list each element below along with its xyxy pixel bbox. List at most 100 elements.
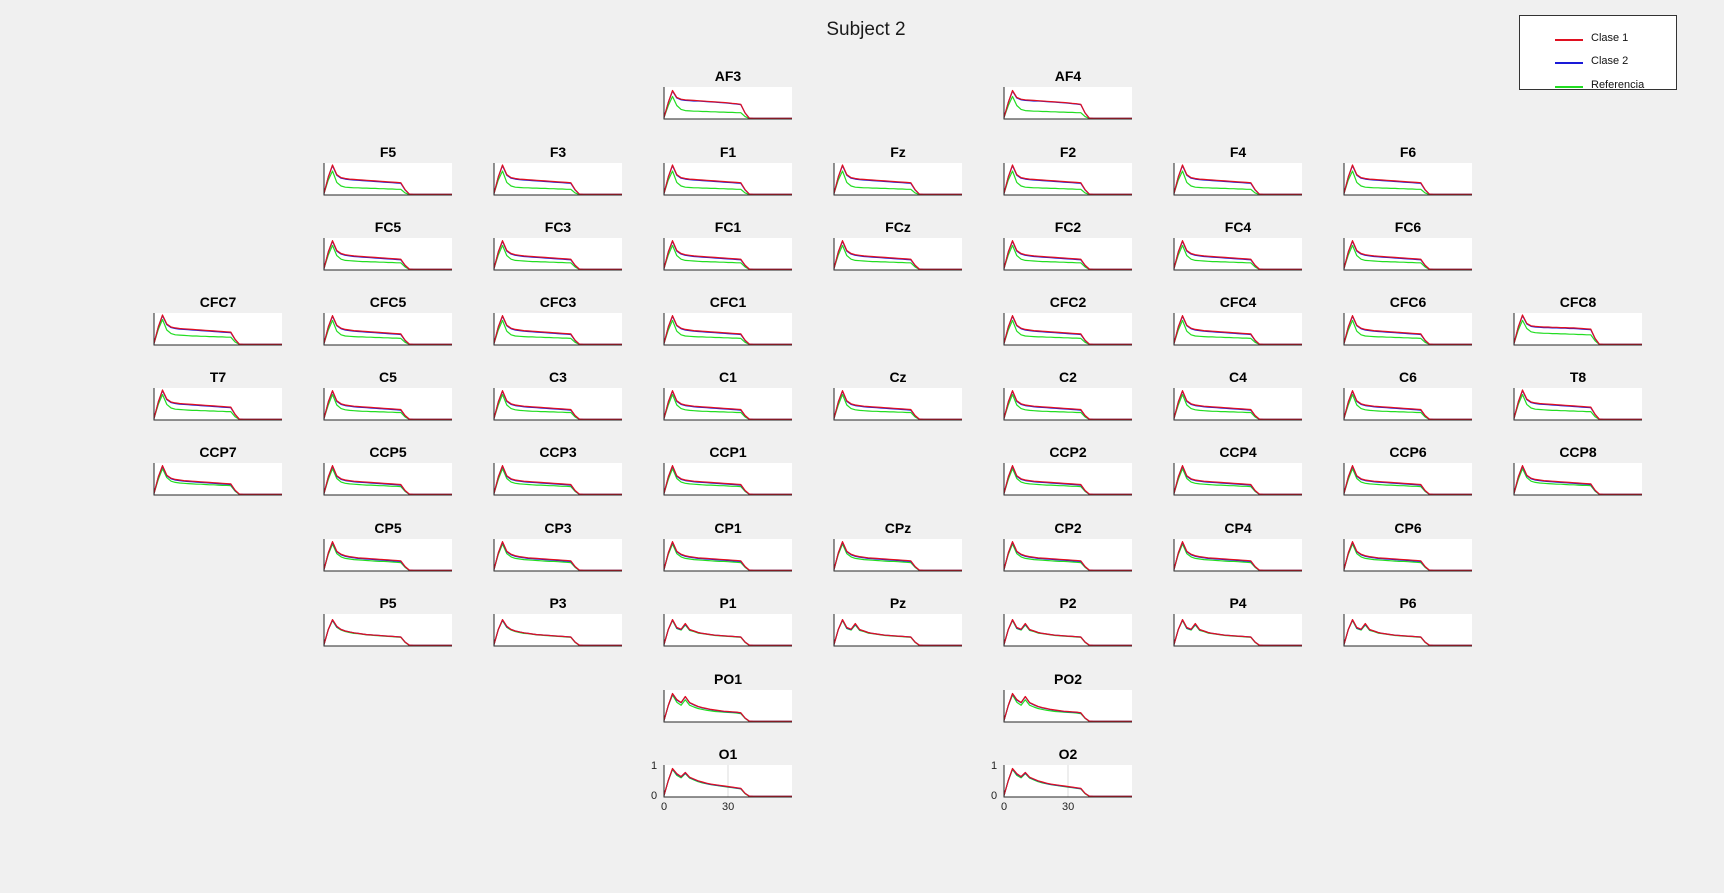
axis-lines: [493, 163, 622, 196]
subplot-f5: F5: [323, 144, 452, 196]
channel-axes: [153, 388, 282, 421]
clase-1-line: [1173, 239, 1302, 270]
channel-title: CCP3: [539, 444, 577, 460]
channel-axes: [1003, 614, 1132, 647]
channel-axes: [663, 765, 792, 798]
channel-title: FC1: [714, 219, 742, 235]
clase-1-line: [663, 464, 792, 495]
clase-1-line: [493, 540, 622, 571]
clase-1-line: [493, 618, 622, 646]
clase-1-line: [1343, 389, 1472, 420]
channel-axes: [663, 87, 792, 120]
plot-area: [494, 539, 622, 571]
subplot-cfc5: CFC5: [323, 294, 452, 346]
clase-1-line: [323, 239, 452, 270]
axis-lines: [663, 87, 792, 120]
subplot-c6: C6: [1343, 369, 1472, 421]
plot-area: [154, 388, 282, 420]
axis-lines: [663, 313, 792, 346]
axis-lines: [833, 614, 962, 647]
clase-1-line: [1003, 692, 1132, 722]
clase-1-line: [1173, 389, 1302, 420]
channel-axes: [1173, 238, 1302, 271]
channel-axes: [493, 463, 622, 496]
subplot-p6: P6: [1343, 595, 1472, 647]
channel-axes: [1003, 539, 1132, 572]
clase-1-line: [833, 164, 962, 195]
axis-lines: [833, 238, 962, 271]
subplot-ccp4: CCP4: [1173, 444, 1302, 496]
channel-axes: [323, 614, 452, 647]
clase-1-line: [833, 540, 962, 571]
clase-1-line: [1513, 464, 1642, 495]
clase-1-line: [493, 314, 622, 345]
clase-1-line: [1003, 164, 1132, 195]
clase-1-line: [1003, 389, 1132, 420]
clase-1-line: [1173, 618, 1302, 646]
channel-title: T7: [209, 369, 227, 385]
channel-axes: [663, 614, 792, 647]
channel-title: CFC2: [1049, 294, 1087, 310]
plot-area: [1344, 539, 1472, 571]
channel-axes: [153, 463, 282, 496]
subplot-fc3: FC3: [493, 219, 622, 271]
channel-axes: [1173, 163, 1302, 196]
plot-area: [1174, 388, 1302, 420]
subplot-cpz: CPz: [833, 520, 962, 572]
subplot-fz: Fz: [833, 144, 962, 196]
subplot-f2: F2: [1003, 144, 1132, 196]
channel-axes: [1343, 313, 1472, 346]
axis-lines: [1003, 690, 1132, 723]
plot-area: [1344, 463, 1472, 495]
subplot-o2: O2 0 1 0 30: [991, 746, 1132, 813]
clase-1-line: [1343, 239, 1472, 270]
plot-area: [1514, 388, 1642, 420]
axis-lines: [323, 539, 452, 572]
subplot-po1: PO1: [663, 671, 792, 723]
channel-axes: [1343, 238, 1472, 271]
channel-axes: [663, 690, 792, 723]
plot-area: [1004, 463, 1132, 495]
plot-area: [324, 388, 452, 420]
subplot-f6: F6: [1343, 144, 1472, 196]
plot-area: [664, 388, 792, 420]
axis-lines: [1173, 238, 1302, 271]
clase-1-line: [493, 389, 622, 420]
subplot-ccp1: CCP1: [663, 444, 792, 496]
channel-title: CFC7: [199, 294, 237, 310]
clase-1-line: [1173, 464, 1302, 495]
clase-1-line: [1173, 540, 1302, 571]
y-tick-label: 0: [651, 790, 658, 802]
clase-1-line: [663, 89, 792, 119]
subplot-cfc2: CFC2: [1003, 294, 1132, 346]
axis-lines: [1343, 614, 1472, 647]
subplot-ccp3: CCP3: [493, 444, 622, 496]
channel-axes: [833, 238, 962, 271]
channel-title: T8: [1569, 369, 1587, 385]
channel-axes: [1343, 388, 1472, 421]
channel-title: Cz: [889, 369, 907, 385]
channel-axes: [1173, 614, 1302, 647]
plot-area: [834, 238, 962, 270]
plot-area: [1174, 539, 1302, 571]
channel-title: C4: [1229, 369, 1247, 385]
axis-lines: [1173, 388, 1302, 421]
channel-title: F4: [1229, 144, 1247, 160]
clase-1-line: [1003, 540, 1132, 571]
subplot-cp6: CP6: [1343, 520, 1472, 572]
channel-title: CFC1: [709, 294, 747, 310]
axis-lines: [323, 313, 452, 346]
channel-axes: [1343, 163, 1472, 196]
channel-title: F6: [1399, 144, 1417, 160]
plot-area: [154, 313, 282, 345]
subplot-cfc3: CFC3: [493, 294, 622, 346]
channel-axes: [1173, 463, 1302, 496]
channel-axes: [1003, 163, 1132, 196]
clase-1-line: [833, 389, 962, 420]
subplot-c3: C3: [493, 369, 622, 421]
channel-axes: [663, 388, 792, 421]
channel-axes: [493, 614, 622, 647]
clase-1-line: [1343, 164, 1472, 195]
channel-title: CCP5: [369, 444, 407, 460]
plot-area: [324, 238, 452, 270]
